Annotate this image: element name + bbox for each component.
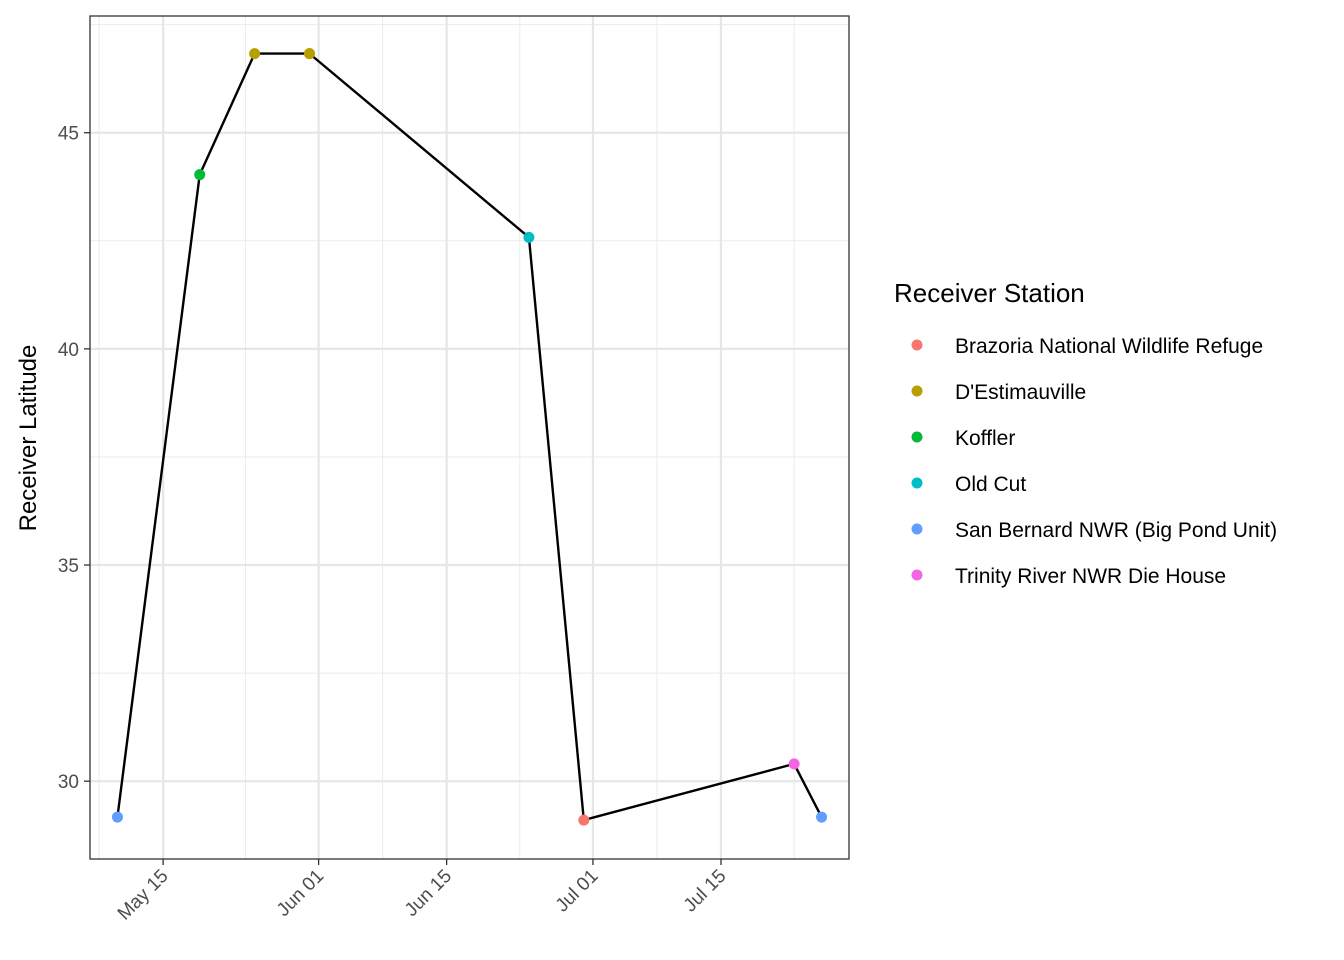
x-tick-label: May 15: [114, 866, 173, 925]
x-tick-label: Jun 01: [273, 866, 328, 921]
data-point: [816, 811, 828, 823]
data-point: [194, 169, 206, 181]
grid-major: [90, 16, 849, 859]
data-point: [523, 231, 535, 243]
legend-label: Trinity River NWR Die House: [955, 565, 1226, 588]
y-tick-label: 45: [58, 124, 79, 145]
series-line: [116, 52, 823, 822]
legend-label: Koffler: [955, 427, 1015, 450]
y-axis-title: Receiver Latitude: [15, 345, 42, 532]
panel-border: [89, 15, 850, 860]
data-points: [111, 48, 828, 826]
legend: Receiver Station Brazoria National Wildl…: [894, 278, 1277, 588]
legend-title: Receiver Station: [894, 278, 1085, 308]
data-point: [249, 48, 261, 60]
x-tick-label: Jun 15: [401, 866, 456, 921]
data-point: [111, 811, 123, 823]
x-tick-label: Jul 01: [552, 866, 603, 917]
y-tick-label: 35: [58, 556, 79, 577]
series-line-path: [116, 52, 823, 822]
x-axis: May 15 Jun 01 Jun 15 Jul 01 Jul 15: [114, 859, 731, 925]
legend-key: [911, 339, 923, 351]
y-tick-label: 40: [58, 340, 79, 361]
data-point: [303, 48, 315, 60]
data-point: [578, 814, 590, 826]
x-tick-label: Jul 15: [680, 866, 731, 917]
legend-label: Old Cut: [955, 473, 1026, 496]
legend-key: [911, 569, 923, 581]
legend-label: San Bernard NWR (Big Pond Unit): [955, 519, 1277, 542]
legend-key: [911, 477, 923, 489]
legend-entries: Brazoria National Wildlife Refuge D'Estim…: [911, 335, 1277, 588]
grid-minor: [90, 16, 849, 859]
y-axis: 30 35 40 45: [58, 124, 90, 793]
legend-key: [911, 385, 923, 397]
legend-key: [911, 523, 923, 535]
legend-label: Brazoria National Wildlife Refuge: [955, 335, 1263, 358]
panel-background: [90, 16, 849, 859]
data-point: [788, 758, 800, 770]
legend-key: [911, 431, 923, 443]
legend-label: D'Estimauville: [955, 381, 1086, 404]
y-tick-label: 30: [58, 772, 79, 793]
